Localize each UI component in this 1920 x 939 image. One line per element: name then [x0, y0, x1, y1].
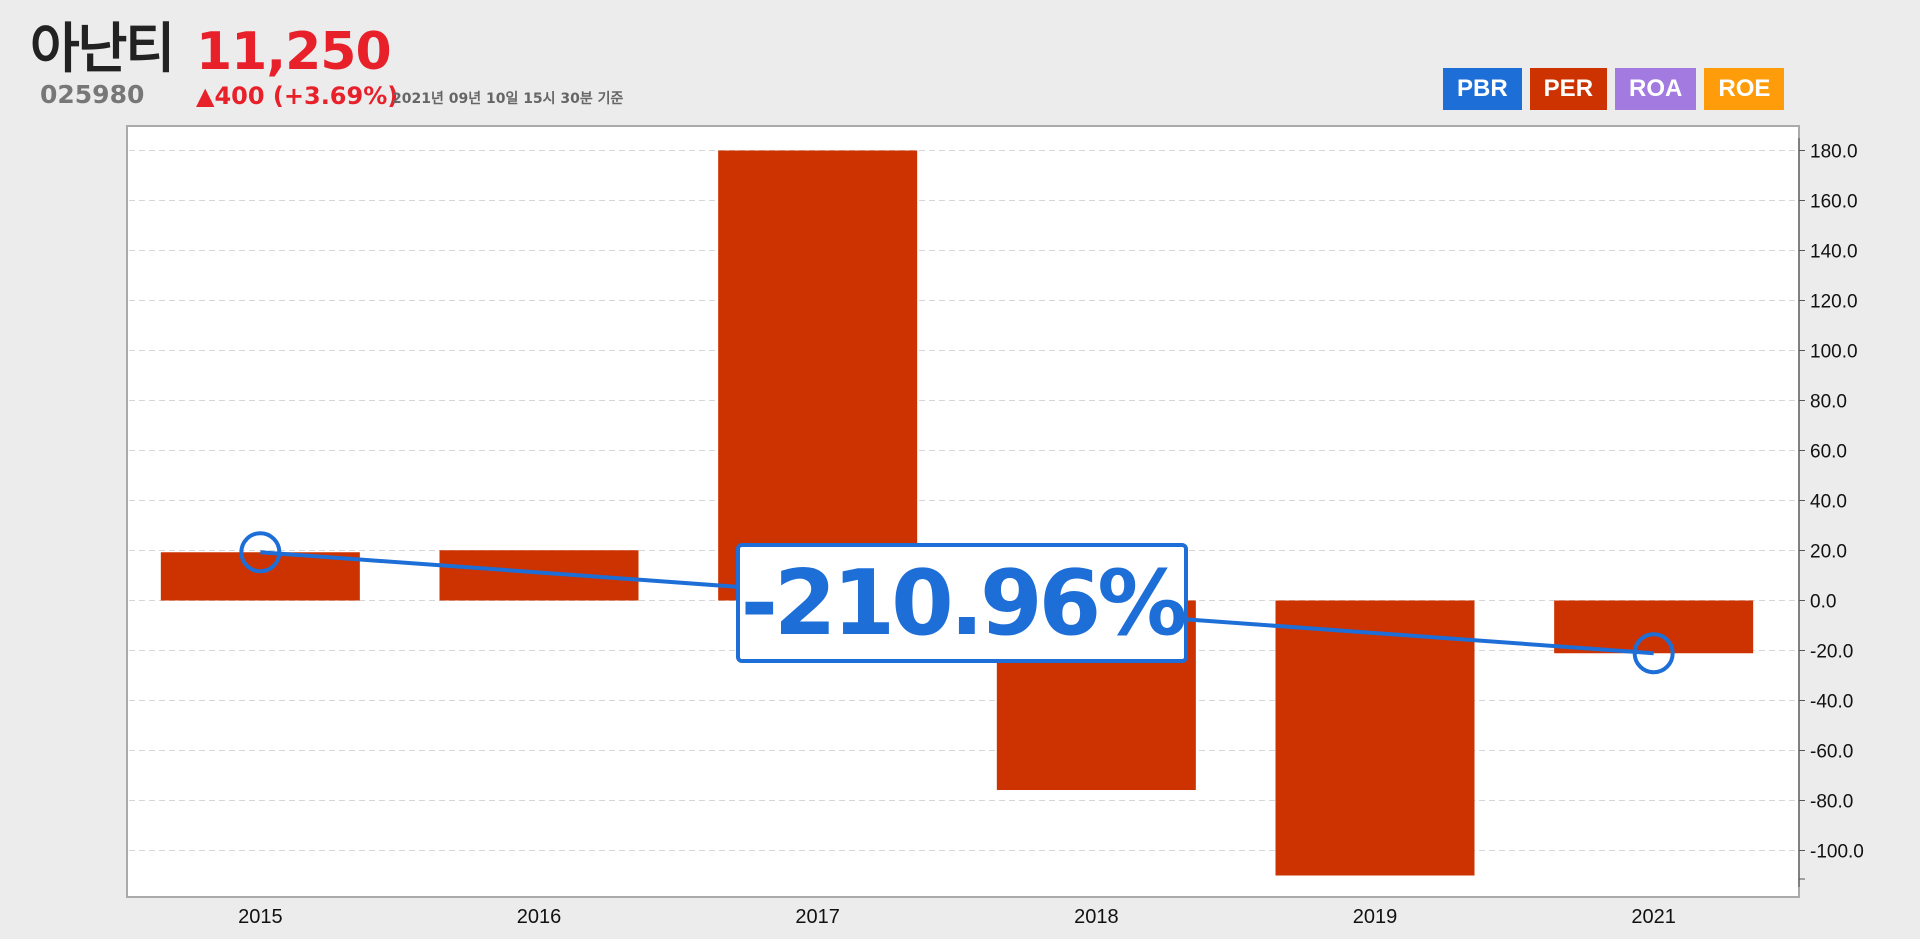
trend-start-point: [239, 531, 282, 574]
y-tick-label: -100.0: [1810, 842, 1864, 863]
stock-code: 025980: [40, 80, 145, 109]
x-tick-label: 2015: [238, 906, 283, 928]
x-tick-label: 2021: [1631, 906, 1676, 928]
x-tick-label: 2016: [517, 906, 562, 928]
y-tick-label: 40.0: [1810, 492, 1847, 513]
bar-2019: [1275, 600, 1475, 876]
y-tick-label: 20.0: [1810, 542, 1847, 563]
metric-legend: PBR PER ROA ROE: [1443, 68, 1785, 110]
bar-2021: [1554, 600, 1754, 654]
stock-price: 11,250: [196, 22, 392, 82]
bar-2015: [160, 552, 360, 601]
roa-button[interactable]: ROA: [1615, 68, 1697, 110]
pbr-button[interactable]: PBR: [1443, 68, 1522, 110]
y-tick-label: -40.0: [1810, 692, 1853, 713]
timestamp: 2021년 09년 10일 15시 30분 기준: [392, 91, 624, 107]
stock-change: ▲400 (+3.69%): [196, 82, 399, 110]
bar-2017: [718, 150, 918, 601]
bar-2016: [439, 550, 639, 601]
roe-button[interactable]: ROE: [1704, 68, 1785, 110]
y-tick-label: 60.0: [1810, 442, 1847, 463]
y-tick-label: 180.0: [1810, 142, 1858, 163]
y-tick-label: 120.0: [1810, 292, 1858, 313]
y-tick-label: 140.0: [1810, 242, 1858, 263]
y-tick-label: 160.0: [1810, 192, 1858, 213]
y-tick-label: -20.0: [1810, 642, 1853, 663]
y-tick-label: -60.0: [1810, 742, 1853, 763]
y-tick-label: 80.0: [1810, 392, 1847, 413]
stock-name: 아난티: [30, 17, 175, 80]
per-button[interactable]: PER: [1529, 68, 1608, 110]
trend-end-point: [1632, 632, 1675, 675]
change-callout: -210.96%: [736, 543, 1188, 663]
y-tick-label: 0.0: [1810, 592, 1836, 613]
x-tick-label: 2019: [1353, 906, 1398, 928]
plot-area: [126, 125, 1800, 898]
x-tick-label: 2017: [795, 906, 840, 928]
y-tick-label: -80.0: [1810, 792, 1853, 813]
x-tick-label: 2018: [1074, 906, 1119, 928]
y-tick-label: 100.0: [1810, 342, 1858, 363]
